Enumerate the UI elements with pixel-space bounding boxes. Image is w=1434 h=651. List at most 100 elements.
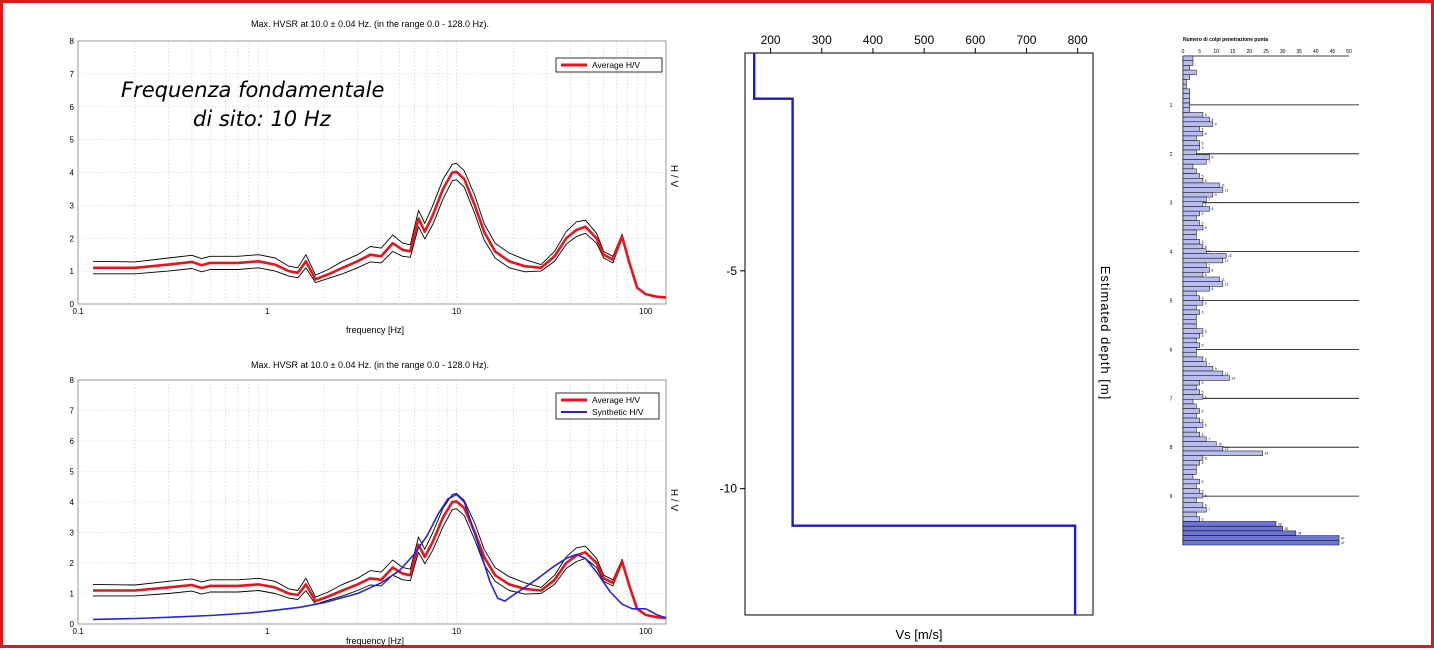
bar-value-label: 6 (1205, 329, 1207, 333)
penetration-bar (1182, 281, 1224, 287)
penetration-bar (1182, 380, 1200, 386)
penetration-bar (1182, 422, 1204, 428)
penetration-bar (1182, 253, 1227, 259)
penetration-bar (1182, 375, 1230, 381)
penetration-bar (1182, 234, 1197, 240)
legend-box (555, 392, 660, 420)
bar-value-label: 7 (1208, 160, 1210, 164)
penetration-bar (1182, 507, 1207, 513)
bar-value-label: 7 (1208, 508, 1210, 512)
penetration-bar (1182, 361, 1207, 367)
bar-value-label: 10 (1218, 442, 1222, 446)
bar-value-label: 12 (1225, 447, 1229, 451)
penetration-bar (1182, 159, 1207, 165)
bar-value-label: 6 (1205, 245, 1207, 249)
y-tick-label: 1 (1170, 103, 1173, 109)
y-axis-label: H / V (668, 165, 679, 188)
x-tick-label: 100 (639, 307, 653, 316)
penetration-bar (1182, 112, 1204, 118)
bar-value-label: 5 (1202, 311, 1204, 315)
series-lower-band-line (93, 179, 667, 298)
penetration-bar (1182, 130, 1204, 137)
legend: Average H/V Synthetic H/V (555, 392, 660, 420)
penetration-bar (1182, 304, 1197, 311)
y-tick-label: 5 (70, 468, 75, 477)
series-average-hv-line (93, 170, 667, 299)
penetration-bar (1182, 267, 1210, 273)
bar-value-label: 12 (1225, 188, 1229, 192)
x-tick-label: 10 (452, 307, 461, 316)
x-tick-label: 500 (914, 33, 934, 47)
chart-title: Numero di colpi penetrazione punta (1183, 37, 1268, 43)
bar-value-label: 8 (1212, 287, 1214, 291)
series-upper-band-line (92, 493, 667, 619)
penetration-bar (1182, 126, 1200, 132)
x-tick-label: 100 (639, 627, 653, 636)
penetration-bar (1182, 215, 1197, 221)
bar-value-label: 9 (1215, 367, 1217, 371)
penetration-bar (1182, 154, 1210, 160)
bar-value-label: 5 (1202, 212, 1204, 216)
hvsr-chart-synthetic: Max. HVSR at 10.0 ± 0.04 Hz. (in the ran… (70, 360, 679, 646)
penetration-bar (1182, 384, 1197, 391)
bar-value-label: 11 (1222, 184, 1226, 188)
y-tick-label: 6 (70, 437, 75, 446)
y-tick-label: 7 (70, 70, 75, 79)
penetration-bar (1182, 347, 1197, 353)
penetration-bar (1182, 464, 1197, 471)
bar-value-label: 6 (1205, 395, 1207, 399)
penetration-bar (1182, 521, 1277, 527)
bar-value-label: 5 (1202, 409, 1204, 413)
penetration-bar (1182, 55, 1194, 61)
penetration-bar (1182, 398, 1194, 405)
annotation-line-1: Frequenza fondamentale (121, 78, 384, 102)
y-tick-label: 8 (70, 37, 75, 46)
x-tick-label: 600 (965, 33, 985, 47)
penetration-bar (1182, 309, 1200, 315)
penetration-bar (1182, 83, 1187, 90)
bar-value-label: 6 (1205, 494, 1207, 498)
penetration-bar (1182, 370, 1224, 376)
chart-title: Max. HVSR at 10.0 ± 0.04 Hz. (in the ran… (251, 360, 489, 370)
bar-value-label: 28 (1278, 522, 1282, 526)
plot-area (744, 52, 1094, 616)
bar-value-label: 12 (1225, 372, 1229, 376)
y-tick-label: 0 (70, 300, 75, 309)
bar-value-label: 14 (1231, 376, 1235, 380)
penetration-bar (1182, 535, 1340, 541)
bar-value-label: 6 (1205, 203, 1207, 207)
y-tick-label: 1 (70, 590, 75, 599)
penetration-bar (1182, 328, 1204, 334)
legend-synthetic-label: Synthetic H/V (592, 407, 644, 417)
x-tick-label: 0.1 (72, 307, 84, 316)
x-tick-label: 800 (1068, 33, 1088, 47)
bar-value-label: 7 (1208, 198, 1210, 202)
bar-value-label: 5 (1202, 297, 1204, 301)
penetration-bar (1182, 140, 1200, 146)
penetration-bar (1182, 178, 1204, 184)
y-tick-label: 4 (1170, 250, 1173, 256)
penetration-bar (1182, 497, 1197, 503)
penetration-bar (1182, 319, 1197, 325)
bar-value-label: 5 (1202, 391, 1204, 395)
y-tick-label: 9 (1170, 494, 1173, 500)
bar-value-label: 5 (1202, 334, 1204, 338)
bar-value-label: 6 (1205, 301, 1207, 305)
penetration-bar (1182, 469, 1197, 475)
x-tick-label: 300 (812, 33, 832, 47)
bar-value-label: 5 (1202, 489, 1204, 493)
penetration-bar (1182, 441, 1217, 447)
penetration-bar (1182, 102, 1190, 108)
penetration-bar (1182, 446, 1224, 452)
y-tick-label: 5 (70, 136, 75, 145)
penetration-bar (1182, 286, 1210, 292)
penetration-bar (1182, 116, 1210, 123)
y-tick-label: 3 (70, 201, 75, 210)
penetration-bar (1182, 408, 1200, 414)
y-tick-label: 8 (1170, 445, 1173, 451)
legend-average-label: Average H/V (592, 60, 640, 70)
x-tick-label: 10 (452, 627, 461, 636)
x-tick-label: 1 (265, 307, 270, 316)
penetration-bar (1182, 427, 1197, 433)
